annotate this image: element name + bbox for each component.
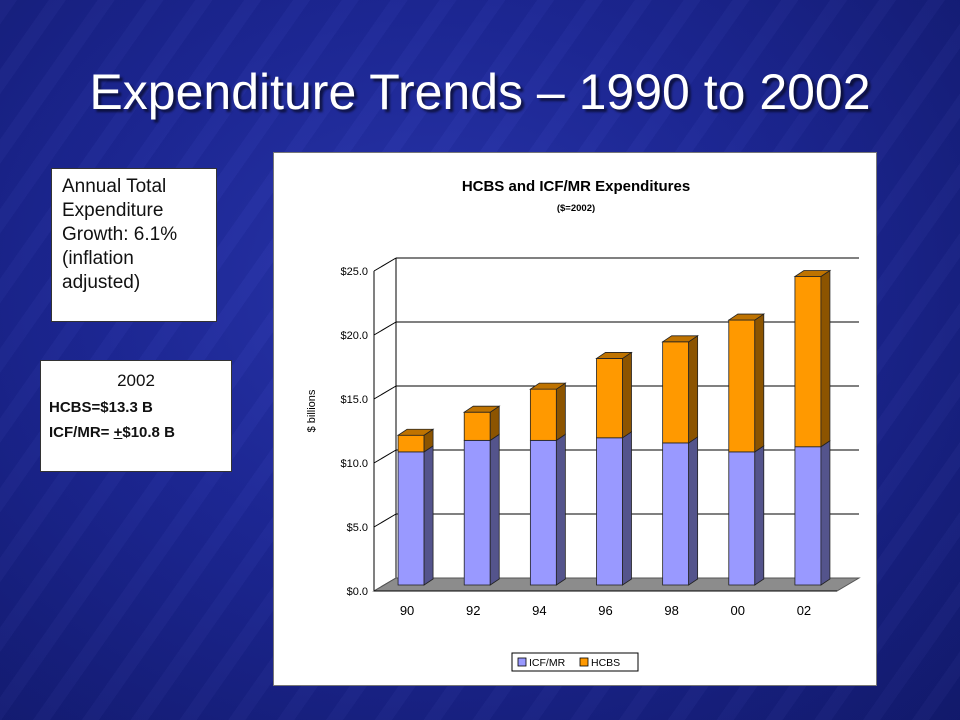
bar-side [820, 440, 831, 586]
x-tick-label: 00 [731, 603, 745, 618]
growth-note-box: Annual Total Expenditure Growth: 6.1% (i… [51, 168, 217, 322]
y-axis-title: $ billions [306, 389, 318, 432]
bar-icf-mr [529, 439, 557, 586]
summary-year: 2002 [117, 371, 155, 390]
chart-subtitle: ($=2002) [557, 203, 595, 214]
bar-side [754, 445, 765, 586]
bar-hcbs [728, 319, 756, 453]
bar-hcbs [596, 358, 623, 439]
x-tick-label: 98 [664, 603, 678, 618]
bar-icf-mr [662, 442, 690, 586]
growth-note-line: Expenditure [62, 200, 164, 221]
expenditure-chart: HCBS and ICF/MR Expenditures ($=2002) $0.0… [306, 178, 861, 672]
summary-icf-value: $10.8 B [122, 424, 175, 441]
legend-swatch [517, 657, 527, 667]
x-tick-label: 90 [400, 603, 414, 618]
bar-hcbs [463, 411, 491, 441]
bar-top [462, 405, 501, 413]
gridline-side [373, 449, 397, 464]
bar-hcbs [529, 388, 557, 441]
bar-hcbs [397, 434, 425, 453]
summary-hcbs: HCBS=$13.3 B [49, 399, 153, 416]
x-tick-label: 02 [797, 603, 811, 618]
slide-title: Expenditure Trends – 1990 to 2002 [89, 64, 871, 120]
chart-title: HCBS and ICF/MR Expenditures [462, 178, 690, 195]
gridline-side [373, 513, 397, 528]
gridline-side [373, 385, 397, 400]
bar-side [423, 445, 434, 586]
summary-2002-box: 2002 HCBS=$13.3 B ICF/MR= +$10.8 B [40, 360, 232, 472]
bar-side [555, 382, 566, 442]
growth-note-line: Annual Total [62, 176, 167, 197]
y-tick-label: $10.0 [340, 458, 368, 470]
bar-icf-mr [463, 439, 491, 586]
bar-icf-mr [596, 437, 623, 586]
bar-side [622, 351, 632, 439]
bar-icf-mr [794, 446, 822, 586]
bar-top [595, 352, 633, 359]
x-tick-label: 96 [598, 603, 612, 618]
x-tick-label: 92 [466, 603, 480, 618]
y-tick-label: $25.0 [340, 266, 368, 278]
legend-swatch [579, 657, 589, 667]
bar-top [661, 335, 699, 343]
summary-icf-plus: + [113, 424, 123, 441]
growth-note-line: (inflation [62, 248, 134, 269]
legend-label: ICF/MR [529, 657, 566, 669]
y-tick-label: $0.0 [347, 586, 368, 598]
y-tick-label: $20.0 [340, 330, 368, 342]
bar-side [622, 431, 632, 586]
bar-hcbs [662, 341, 690, 444]
bar-side [555, 433, 566, 586]
chart-panel: HCBS and ICF/MR Expenditures ($=2002) $0.0… [273, 152, 877, 686]
bar-top [396, 428, 435, 436]
bar-top [529, 382, 567, 390]
bar-side [688, 436, 699, 586]
growth-note-line: Growth: 6.1% [62, 224, 178, 245]
bar-side [489, 433, 500, 586]
bar-hcbs [794, 276, 822, 448]
summary-icf-prefix: ICF/MR= [49, 424, 114, 441]
growth-note-line: adjusted) [62, 272, 141, 293]
legend-label: HCBS [591, 657, 620, 669]
legend-box [511, 652, 639, 672]
summary-icf-mr: ICF/MR= +$10.8 B [49, 424, 231, 441]
gridline-side [373, 257, 397, 272]
bar-side [820, 269, 831, 448]
y-tick-label: $5.0 [347, 522, 368, 534]
bar-side [754, 313, 765, 453]
y-tick-label: $15.0 [340, 394, 368, 406]
bar-icf-mr [728, 451, 756, 586]
bar-top [727, 313, 766, 321]
bar-icf-mr [397, 451, 425, 586]
bar-top [793, 270, 832, 277]
gridline-side [373, 321, 397, 336]
x-tick-label: 94 [532, 603, 546, 618]
bar-side [688, 335, 699, 444]
